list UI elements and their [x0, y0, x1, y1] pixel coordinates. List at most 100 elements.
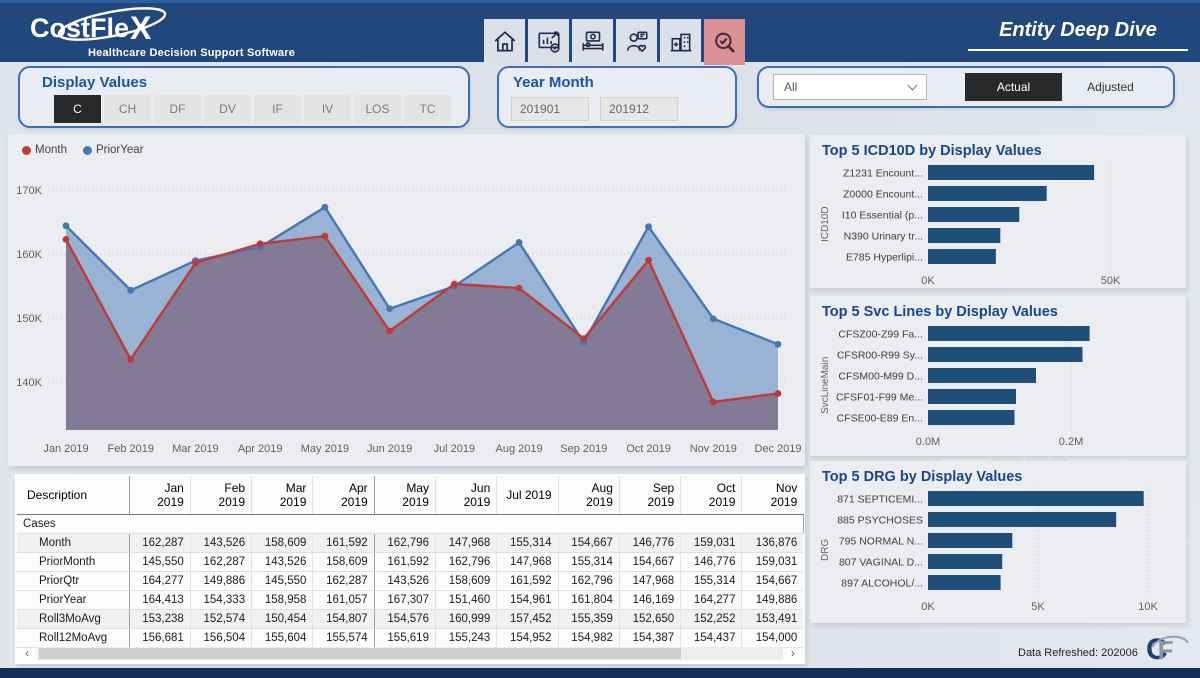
clinician-icon: [626, 31, 648, 53]
table-cell: 146,776: [680, 552, 743, 572]
year-month-to-input[interactable]: [600, 97, 678, 121]
table-cell: 164,277: [680, 590, 743, 610]
display-value-LOS-button[interactable]: LOS: [354, 95, 401, 123]
bottom-accent-strip: [0, 668, 1200, 678]
table-cell: 164,413: [129, 590, 191, 610]
year-month-title: Year Month: [513, 74, 594, 91]
legend-item-month[interactable]: Month: [22, 144, 67, 156]
bar-e785-hyperlipi-[interactable]: [928, 249, 996, 264]
column-header: Description: [17, 476, 130, 515]
top5-svc-lines-title: Top 5 Svc Lines by Display Values: [822, 304, 1058, 320]
svc-lines-bar-chart[interactable]: 0.0M 0.2M CFSZ00-Z99 Fa... CFSR00-R99 Sy...…: [834, 322, 1179, 448]
display-value-C-button[interactable]: C: [54, 95, 101, 123]
nav-home-button[interactable]: [484, 19, 525, 65]
chart-legend: Month PriorYear: [22, 144, 144, 156]
column-header: Jun 2019: [435, 476, 498, 515]
table-cell: 161,804: [558, 590, 620, 610]
display-value-IF-button[interactable]: IF: [254, 95, 301, 123]
svg-text:Feb 2019: Feb 2019: [107, 443, 153, 455]
display-value-TC-button[interactable]: TC: [404, 95, 451, 123]
table-cell: 147,968: [619, 571, 682, 591]
svg-text:Jun 2019: Jun 2019: [367, 443, 412, 455]
table-row-roll3moavg: Roll3MoAvg 153,238 152,574 150,454 154,807 15…: [17, 609, 804, 629]
table-cell: 167,307: [374, 590, 436, 610]
bar-z0000-encount-[interactable]: [928, 186, 1047, 201]
table-cell: 149,886: [190, 571, 253, 591]
table-cell: 154,576: [374, 609, 436, 629]
bar-cfsz00-z99-fa-[interactable]: [928, 326, 1090, 341]
svg-text:50K: 50K: [1101, 275, 1121, 287]
table-cell: 154,961: [496, 590, 559, 610]
svg-text:885 PSYCHOSES: 885 PSYCHOSES: [837, 515, 923, 527]
bar-cfse00-e89-en-[interactable]: [928, 410, 1015, 425]
column-header: Sep 2019: [619, 476, 682, 515]
row-label: PriorYear: [17, 590, 130, 610]
scrollbar-thumb[interactable]: [39, 648, 681, 659]
data-refreshed-label: Data Refreshed: 202006: [1018, 647, 1138, 659]
bar-871-septicemi-[interactable]: [928, 491, 1144, 506]
display-value-DV-button[interactable]: DV: [204, 95, 251, 123]
column-header: Feb 2019: [190, 476, 253, 515]
drg-bar-chart[interactable]: 0K 5K 10K 871 SEPTICEMI... 885 PSYCHOSES 795 …: [834, 487, 1179, 613]
actual-button[interactable]: Actual: [965, 73, 1062, 101]
scroll-left-arrow[interactable]: ‹: [25, 646, 29, 660]
svg-text:5K: 5K: [1031, 601, 1045, 613]
table-cell: 145,550: [129, 552, 191, 572]
bar-897-alcohol-[interactable]: [928, 575, 1001, 590]
nav-patient-room-button[interactable]: [572, 19, 613, 65]
entity-dropdown[interactable]: All: [773, 74, 927, 100]
table-row-priorqtr: PriorQtr 164,277 149,886 145,550 162,287 143,…: [17, 571, 804, 591]
bar-cfsf01-f99-me-[interactable]: [928, 389, 1016, 404]
column-header: Aug 2019: [558, 476, 620, 515]
nav-analytics-button[interactable]: [528, 19, 569, 65]
bar-z1231-encount-[interactable]: [928, 165, 1095, 180]
display-value-IV-button[interactable]: IV: [304, 95, 351, 123]
icd10d-bar-chart[interactable]: 0K 50K Z1231 Encount... Z0000 Encount... I10…: [834, 161, 1179, 287]
bar-cfsm00-m99-d-[interactable]: [928, 368, 1036, 383]
table-cell: 151,460: [435, 590, 498, 610]
top5-icd10d-panel: Top 5 ICD10D by Display Values ICD10D 0K…: [810, 135, 1186, 288]
table-cell: 162,287: [129, 533, 191, 553]
bar-n390-urinary-tr-[interactable]: [928, 228, 1001, 243]
scrollbar-track[interactable]: [37, 647, 783, 660]
legend-dot: [22, 145, 31, 155]
bar-i10-essential-p-[interactable]: [928, 207, 1020, 222]
display-value-CH-button[interactable]: CH: [104, 95, 151, 123]
row-label: Month: [17, 533, 130, 553]
row-label: PriorQtr: [17, 571, 130, 591]
legend-item-prioryear[interactable]: PriorYear: [82, 144, 144, 156]
nav-facility-button[interactable]: [660, 19, 701, 65]
cases-trend-chart-panel: Month PriorYear 140K 150K 160K 170K Jan 2019 F…: [8, 134, 805, 466]
svg-text:Oct 2019: Oct 2019: [626, 443, 671, 455]
svg-text:CFSM00-M99 D...: CFSM00-M99 D...: [838, 371, 923, 383]
table-cell: 155,314: [496, 533, 559, 553]
bar-795-normal-n-[interactable]: [928, 533, 1013, 548]
nav-clinician-button[interactable]: [616, 19, 657, 65]
svg-text:170K: 170K: [16, 185, 42, 197]
table-cell: 159,031: [741, 552, 804, 572]
svg-text:0.2M: 0.2M: [1059, 436, 1083, 448]
row-label: Roll12MoAvg: [17, 628, 130, 648]
nav-entity-search-button[interactable]: [704, 19, 745, 65]
table-group-row: Cases: [17, 514, 804, 534]
svg-text:CFSR00-R99 Sy...: CFSR00-R99 Sy...: [837, 350, 923, 362]
table-cell: 149,886: [741, 590, 804, 610]
svg-text:871 SEPTICEMI...: 871 SEPTICEMI...: [837, 494, 923, 506]
year-month-from-input[interactable]: [511, 97, 589, 121]
table-cell: 155,243: [435, 628, 498, 648]
svg-text:10K: 10K: [1138, 601, 1158, 613]
adjusted-button[interactable]: Adjusted: [1087, 80, 1134, 94]
patient-bed-icon: [581, 31, 604, 51]
year-month-panel: Year Month: [497, 66, 737, 128]
scroll-right-arrow[interactable]: ›: [791, 646, 795, 660]
column-header: May 2019: [374, 476, 436, 515]
display-value-DF-button[interactable]: DF: [154, 95, 201, 123]
bar-cfsr00-r99-sy-[interactable]: [928, 347, 1083, 362]
bar-885-psychoses[interactable]: [928, 512, 1117, 527]
svg-text:140K: 140K: [16, 377, 42, 389]
table-cell: 161,592: [496, 571, 559, 591]
bar-807-vaginal-d-[interactable]: [928, 554, 1003, 569]
column-header: Apr 2019: [312, 476, 375, 515]
top5-drg-panel: Top 5 DRG by Display Values DRG 0K 5K 10K 8…: [810, 461, 1186, 623]
trend-chart-svg[interactable]: 140K 150K 160K 170K Jan 2019 Feb 2019 Mar 2019…: [8, 160, 805, 462]
